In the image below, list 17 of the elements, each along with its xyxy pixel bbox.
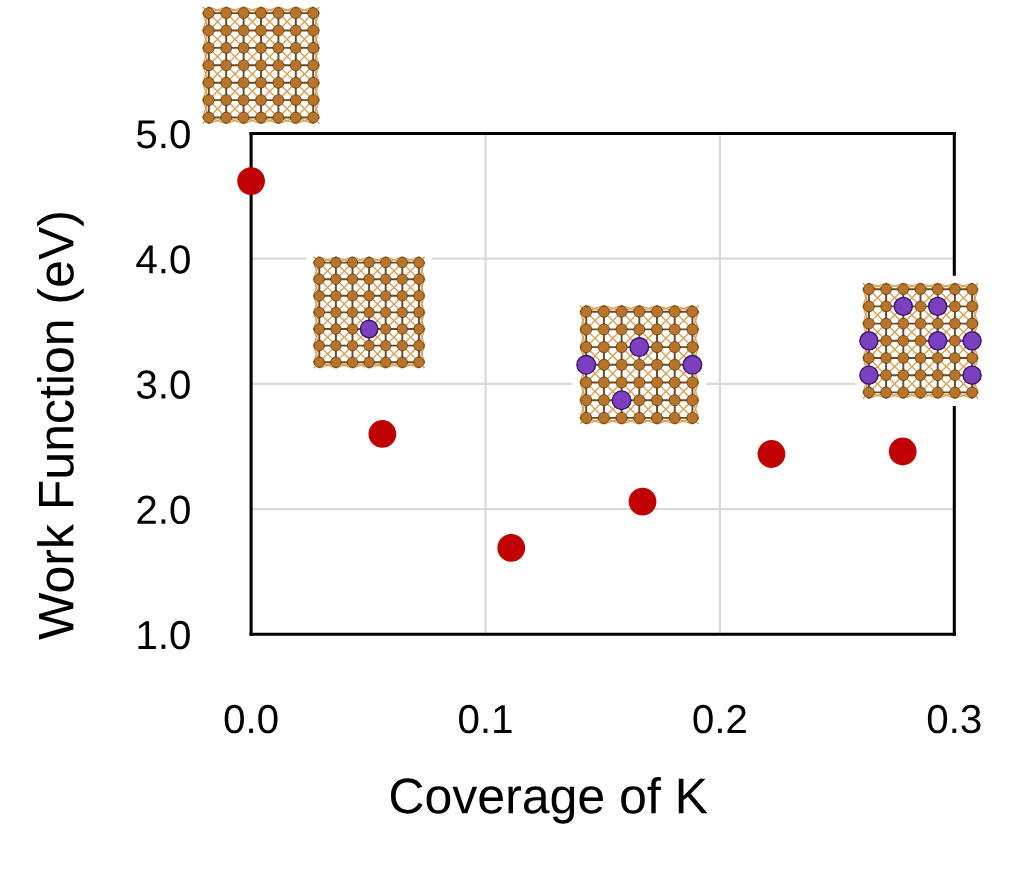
y-tick-label: 1.0 xyxy=(138,620,190,650)
y-tick-label: 2.0 xyxy=(137,495,190,525)
y-axis-title: Work Function (eV) xyxy=(37,213,84,640)
point xyxy=(628,487,657,516)
point xyxy=(497,534,526,562)
point xyxy=(368,420,397,448)
y-tick-label: 3.0 xyxy=(136,370,190,399)
point xyxy=(888,437,917,466)
x-tick-label: 0.2 xyxy=(693,704,746,734)
x-tick-label: 0.1 xyxy=(459,704,512,734)
y-tick-label: 5.0 xyxy=(137,119,190,149)
x-axis-title: Coverage of K xyxy=(390,777,708,824)
x-tick-label: 0.0 xyxy=(224,704,278,734)
x-tick-label: 0.3 xyxy=(927,704,981,734)
y-tick-label: 4.0 xyxy=(136,245,190,274)
point xyxy=(237,167,265,195)
point xyxy=(757,440,786,468)
